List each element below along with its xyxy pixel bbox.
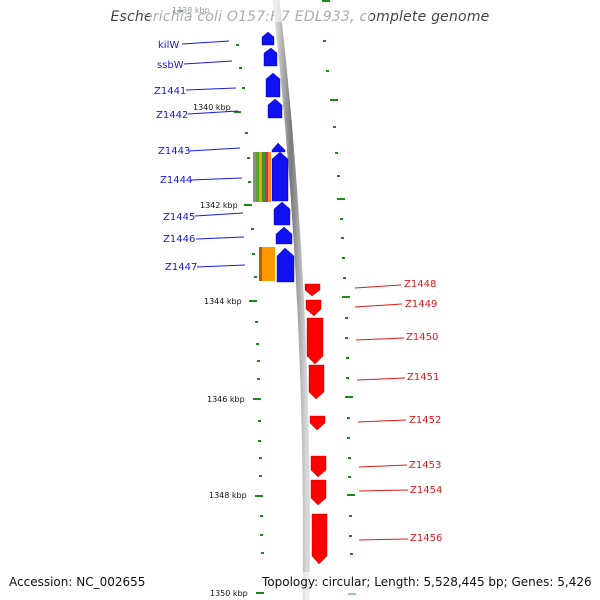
gene-label: Z1443 bbox=[158, 146, 190, 157]
gene-label: Z1451 bbox=[407, 372, 439, 383]
kbp-labels: 1338 kbp 1340 kbp 1342 kbp 1344 kbp 1346… bbox=[172, 6, 248, 598]
gene-label: Z1454 bbox=[410, 485, 442, 496]
gene-z1444 bbox=[271, 151, 289, 202]
gene-z1452 bbox=[309, 415, 326, 431]
bottom-fade bbox=[300, 572, 360, 600]
gene-label: Z1441 bbox=[154, 86, 186, 97]
gene-z1453 bbox=[310, 455, 327, 478]
genome-backbone bbox=[272, 0, 310, 600]
kbp-label: 1350 kbp bbox=[210, 589, 248, 598]
top-fade bbox=[150, 0, 370, 22]
reverse-gene-labels: Z1448 Z1449 Z1450 Z1451 Z1452 Z1453 Z145… bbox=[404, 279, 442, 544]
topology-label: Topology: circular; Length: 5,528,445 bp… bbox=[262, 575, 592, 589]
gene-label: Z1445 bbox=[163, 212, 195, 223]
gene-label: Z1442 bbox=[156, 110, 188, 121]
gene-label: Z1453 bbox=[409, 460, 441, 471]
gene-z1446 bbox=[275, 226, 293, 245]
gene-z1442 bbox=[267, 98, 283, 119]
gene-label: kilW bbox=[158, 40, 179, 51]
gene-z1443 bbox=[271, 142, 286, 153]
kbp-label: 1346 kbp bbox=[207, 395, 245, 404]
gene-ssbW bbox=[263, 47, 278, 67]
gene-label: Z1456 bbox=[410, 533, 442, 544]
gene-z1454 bbox=[310, 479, 327, 506]
gene-label: Z1449 bbox=[405, 299, 437, 310]
kbp-label: 1340 kbp bbox=[193, 103, 231, 112]
gene-z1441 bbox=[265, 72, 281, 98]
gene-label: ssbW bbox=[157, 60, 184, 71]
kbp-label: 1342 kbp bbox=[200, 201, 238, 210]
feature-annotations bbox=[253, 152, 275, 281]
gene-kilW bbox=[261, 31, 275, 46]
gene-label: Z1447 bbox=[165, 262, 197, 273]
gene-label: Z1448 bbox=[404, 279, 436, 290]
gene-z1450 bbox=[306, 317, 324, 365]
gene-z1445 bbox=[273, 201, 291, 226]
gene-label: Z1444 bbox=[160, 175, 192, 186]
gene-z1447 bbox=[276, 247, 295, 283]
kbp-label: 1348 kbp bbox=[209, 491, 247, 500]
forward-genes bbox=[261, 31, 295, 283]
kbp-label: 1344 kbp bbox=[204, 297, 242, 306]
reverse-genes bbox=[304, 283, 328, 565]
reverse-leader-lines bbox=[354, 284, 409, 541]
gene-z1448 bbox=[304, 283, 321, 297]
right-tick-marks bbox=[322, 0, 356, 595]
gene-z1449 bbox=[305, 299, 322, 317]
gene-label: Z1450 bbox=[406, 332, 438, 343]
forward-leader-lines bbox=[181, 40, 246, 268]
left-tick-marks bbox=[177, 10, 264, 594]
forward-gene-labels: kilW ssbW Z1441 Z1442 Z1443 Z1444 Z1445 … bbox=[154, 40, 197, 273]
accession-label: Accession: NC_002655 bbox=[9, 575, 146, 589]
gene-label: Z1452 bbox=[409, 415, 441, 426]
gene-z1451 bbox=[308, 364, 325, 400]
gene-z1456 bbox=[311, 513, 328, 565]
kbp-label: 1338 kbp bbox=[172, 6, 210, 15]
gene-label: Z1446 bbox=[163, 234, 195, 245]
